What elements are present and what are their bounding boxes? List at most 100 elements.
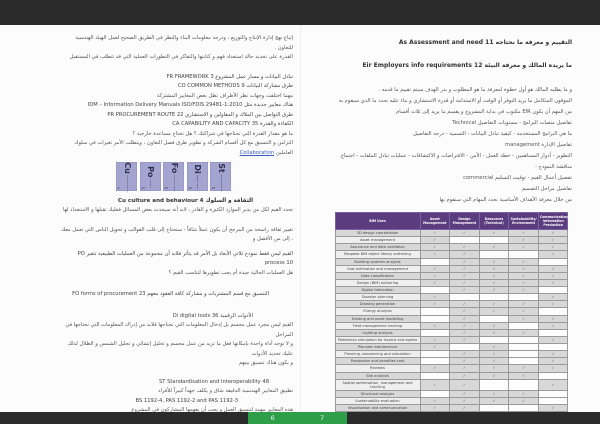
- table-row: Site analysis ✓ ✓ ✓: [334, 371, 569, 380]
- empty-cell: [537, 371, 569, 380]
- table-row: Spatial optimisation, management and tra…: [334, 378, 569, 391]
- element-face: Po Process: [146, 166, 155, 188]
- text-line: تحدد القيم لكل من يدير الموارد الكثيرة و…: [62, 207, 293, 213]
- check-cell: ✓: [508, 257, 539, 266]
- check-cell: ✓: [537, 264, 569, 273]
- element-number: 4: [117, 186, 120, 190]
- empty-cell: [508, 293, 539, 302]
- pages-container: إتباع نهج إدارة الإنتاج والتوزيع ، ودرجة…: [0, 25, 600, 412]
- check-cell: ✓: [478, 228, 510, 238]
- element-number: 36: [188, 186, 192, 190]
- check-cell: ✓: [419, 264, 451, 273]
- bim-use-label: Bespoke BIM object library authoring: [334, 250, 421, 259]
- table-row: Existing and asset modelling ✓ ✓ ✓: [334, 314, 569, 323]
- check-cell: ✓: [508, 278, 539, 288]
- bs-pas-standards: BS 1192-4, PAS 1192-2 and PAS 1192-3: [135, 397, 238, 404]
- bim-use-label: Visualisation and communication: [334, 404, 421, 412]
- table-row: Reviews ✓ ✓ ✓ ✓ ✓: [334, 364, 569, 373]
- check-cell: ✓: [478, 357, 510, 366]
- text-line: من المهم أن يكون EIR مكتوب في بداية المش…: [396, 109, 572, 115]
- check-cell: ✓: [419, 335, 451, 345]
- element-tile-st: 48StStandardisation: [210, 162, 231, 191]
- check-cell: ✓: [508, 314, 539, 323]
- empty-cell: [419, 314, 451, 323]
- check-cell: ✓: [478, 307, 510, 316]
- bim-use-label: Existing and asset modelling: [334, 314, 421, 323]
- check-cell: ✓: [419, 236, 451, 245]
- check-cell: ✓: [508, 328, 539, 337]
- check-cell: ✓: [449, 378, 480, 391]
- empty-cell: [537, 389, 569, 399]
- check-cell: ✓: [419, 300, 451, 309]
- check-cell: ✓: [508, 396, 539, 406]
- table-row: Pedestrian simulation for hazard and egr…: [334, 335, 569, 345]
- table-row: Drawing generation ✓ ✓ ✓ ✓ ✓: [334, 300, 569, 309]
- section-fo-forms: التنسيق مع قسم المشتريات و مشاركة كافة ا…: [72, 291, 269, 297]
- check-cell: ✓: [537, 321, 569, 330]
- check-cell: ✓: [537, 278, 569, 288]
- bim-use-label: Possession and penalties cost: [334, 357, 421, 366]
- text-line: و ما يطلبه المالك هو أول خطوة لمعرفة ما …: [378, 87, 572, 93]
- empty-cell: [419, 257, 451, 266]
- table-row: Design (BIM) authoring ✓ ✓ ✓ ✓ ✓: [334, 278, 569, 288]
- check-cell: ✓: [478, 285, 510, 295]
- column-header: Asset Management: [419, 212, 451, 230]
- check-cell: ✓: [508, 271, 539, 280]
- check-cell: ✓: [449, 364, 480, 373]
- check-cell: ✓: [478, 389, 510, 399]
- table-row: Digital fabrication ✓ ✓ ✓: [334, 285, 569, 295]
- check-cell: ✓: [478, 243, 510, 252]
- empty-cell: [508, 250, 539, 259]
- element-face: Di Digital tools: [193, 164, 202, 190]
- bim-use-label: Cost estimation and management: [334, 264, 421, 273]
- table-row: Disaster planning ✓ ✓: [334, 293, 569, 302]
- empty-cell: [419, 357, 451, 366]
- element-label: Process: [149, 177, 152, 188]
- section-fr-framework: تبادل البيانات و مسار عمل المشروع FR FRA…: [166, 73, 293, 80]
- left-page-content: إتباع نهج إدارة الإنتاج والتوزيع ، ودرجة…: [60, 34, 293, 412]
- empty-cell: [478, 314, 510, 323]
- table-row: Building systems analysis ✓ ✓ ✓: [334, 257, 569, 266]
- check-cell: ✓: [508, 243, 539, 252]
- intro-line-2: القدرة على تحديد حالة استعداد فهم و كتاب…: [69, 54, 293, 60]
- table-body: 3D design coordination ✓ ✓ ✓ ✓ ✓ Asset managem…: [334, 228, 569, 412]
- bim-use-label: Structural analysis: [334, 389, 421, 399]
- empty-cell: [419, 350, 451, 359]
- check-cell: ✓: [478, 342, 510, 352]
- spacer: [60, 369, 293, 378]
- element-label: Forms of procurement: [172, 173, 175, 191]
- empty-cell: [537, 257, 569, 266]
- check-cell: ✓: [449, 264, 480, 273]
- check-cell: ✓: [419, 404, 451, 412]
- check-cell: ✓: [419, 243, 451, 252]
- empty-cell: [449, 342, 480, 352]
- empty-cell: [478, 236, 510, 245]
- bim-use-label: Planned maintenance: [334, 342, 421, 352]
- section-ca-capability: الكفاءة والقدرة CA CAPABILITY AND CAPACI…: [172, 121, 293, 127]
- collaboration-link[interactable]: Collaboration: [239, 149, 275, 156]
- check-cell: ✓: [537, 364, 569, 373]
- bim-use-label: Disaster planning: [334, 293, 421, 302]
- table-row: Asset management ✓ ✓ ✓: [334, 236, 569, 245]
- page-6: إتباع نهج إدارة الإنتاج والتوزيع ، ودرجة…: [0, 25, 300, 412]
- check-cell: ✓: [537, 357, 569, 366]
- bim-use-label: Drawing generation: [334, 300, 421, 309]
- table-row: Planning, sequencing and simulation ✓ ✓ ✓: [334, 350, 569, 359]
- collaboration-line: التزامن و التنسيق مع كل أقسام الشركة و ت…: [60, 139, 293, 158]
- empty-cell: [419, 307, 451, 316]
- check-cell: ✓: [449, 300, 480, 309]
- empty-cell: [537, 307, 569, 316]
- spacer: [60, 278, 293, 290]
- element-label: Digital tools: [196, 174, 199, 190]
- check-cell: ✓: [419, 293, 451, 302]
- empty-cell: [449, 293, 480, 302]
- bim-use-label: Asset management: [334, 236, 421, 245]
- bim-use-label: Energy analysis: [334, 307, 421, 316]
- empty-cell: [478, 250, 510, 259]
- element-tile-po: 10 Po Process: [139, 162, 161, 191]
- spacer: [60, 216, 293, 226]
- empty-cell: [508, 350, 539, 359]
